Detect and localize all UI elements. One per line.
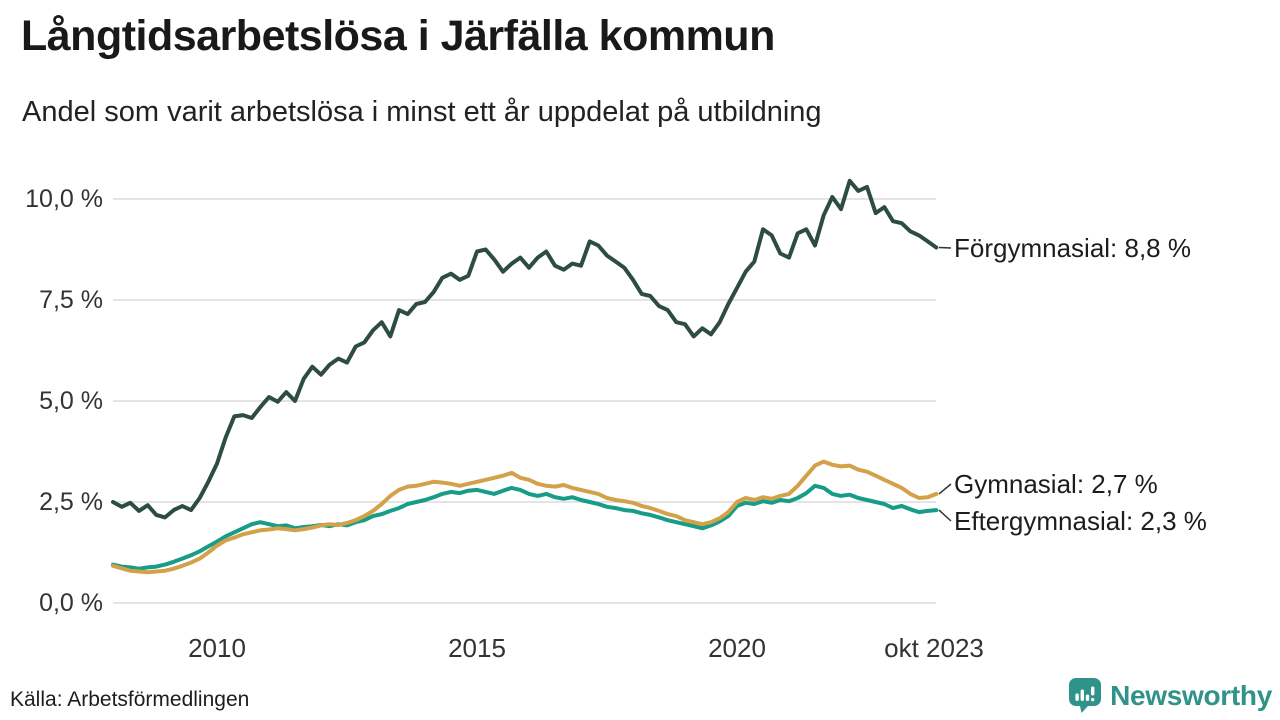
x-axis-tick: okt 2023 [884, 633, 984, 663]
series-line-eftergymnasial [111, 483, 939, 571]
y-axis-tick: 5,0 % [39, 387, 103, 415]
series-end-label-eftergymnasial: Eftergymnasial: 2,3 % [954, 506, 1207, 536]
page-subtitle: Andel som varit arbetslösa i minst ett å… [22, 96, 822, 128]
page-title: Långtidsarbetslösa i Järfälla kommun [21, 12, 775, 60]
series-end-label-gymnasial: Gymnasial: 2,7 % [954, 469, 1158, 499]
newsworthy-logo-icon [1068, 677, 1102, 714]
x-axis-tick: 2010 [188, 633, 246, 663]
x-axis-tick: 2015 [448, 633, 506, 663]
newsworthy-logo: Newsworthy [1068, 677, 1272, 714]
y-axis-tick: 0,0 % [39, 589, 103, 617]
series-lines [111, 178, 939, 575]
x-axis-tick: 2020 [708, 633, 766, 663]
y-axis-tick: 7,5 % [39, 286, 103, 314]
label-connectors [938, 246, 952, 522]
series-line-gymnasial [111, 459, 939, 575]
y-axis-tick: 2,5 % [39, 488, 103, 516]
newsworthy-wordmark: Newsworthy [1110, 679, 1272, 711]
y-axis-tick: 10,0 % [25, 185, 103, 213]
gridlines [113, 198, 936, 604]
series-line-förgymnasial [111, 178, 939, 520]
series-end-label-forgymnasial: Förgymnasial: 8,8 % [954, 233, 1191, 263]
source-note: Källa: Arbetsförmedlingen [10, 688, 250, 711]
